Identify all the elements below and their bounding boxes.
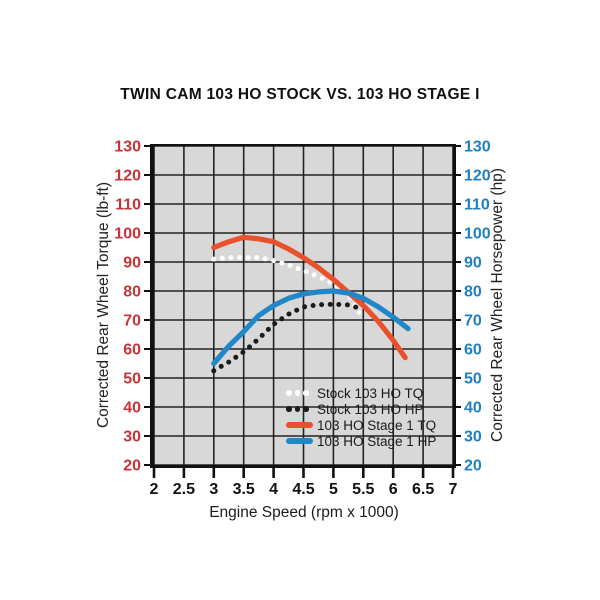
- svg-text:20: 20: [464, 458, 482, 475]
- svg-text:5: 5: [329, 481, 338, 498]
- svg-text:30: 30: [123, 429, 141, 446]
- plot-border: [150, 144, 456, 468]
- svg-text:100: 100: [114, 226, 141, 243]
- svg-text:6: 6: [389, 481, 398, 498]
- curve-stock-103-ho-hp: [211, 301, 359, 374]
- svg-text:50: 50: [123, 371, 141, 388]
- svg-text:120: 120: [464, 168, 491, 185]
- svg-text:7: 7: [449, 481, 458, 498]
- x-axis-title: Engine Speed (rpm x 1000): [209, 504, 399, 521]
- x-tick-labels: 2 2.5 3 3.5 4 4.5 5 5.5 6 6.5 7: [150, 481, 458, 498]
- svg-text:100: 100: [464, 226, 491, 243]
- legend-label-stock-hp: Stock 103 HO HP: [317, 401, 424, 417]
- tick-marks: [144, 145, 461, 478]
- legend-label-stage1-hp: 103 HO Stage 1 HP: [317, 433, 437, 449]
- svg-text:80: 80: [123, 284, 141, 301]
- legend-item-stock-hp: Stock 103 HO HP: [286, 401, 436, 417]
- svg-text:110: 110: [115, 197, 141, 214]
- legend-label-stock-tq: Stock 103 HO TQ: [317, 385, 424, 401]
- svg-text:90: 90: [123, 255, 141, 272]
- right-tick-labels: 20 30 40 50 60 70 80 90 100 110 120 130: [464, 139, 491, 475]
- svg-text:130: 130: [464, 139, 491, 156]
- legend-item-stock-tq: Stock 103 HO TQ: [286, 385, 436, 401]
- legend-item-stage1-hp: 103 HO Stage 1 HP: [286, 433, 436, 449]
- svg-text:40: 40: [123, 400, 141, 417]
- svg-text:40: 40: [464, 400, 482, 417]
- svg-text:80: 80: [464, 284, 482, 301]
- left-tick-labels: 20 30 40 50 60 70 80 90 100 110 120 130: [114, 139, 141, 475]
- svg-text:70: 70: [464, 313, 482, 330]
- stock-hp-dotted-swatch: [286, 406, 317, 412]
- svg-text:60: 60: [123, 342, 141, 359]
- legend-label-stage1-tq: 103 HO Stage 1 TQ: [317, 417, 437, 433]
- svg-text:4.5: 4.5: [292, 481, 314, 498]
- curve-103-ho-stage-1-hp: [211, 288, 411, 367]
- stage1-tq-line-swatch: [286, 422, 317, 428]
- svg-text:20: 20: [123, 458, 141, 475]
- svg-text:60: 60: [464, 342, 482, 359]
- svg-text:4: 4: [269, 481, 278, 498]
- curve-103-ho-stage-1-tq: [211, 234, 408, 361]
- svg-text:5.5: 5.5: [352, 481, 374, 498]
- svg-text:130: 130: [114, 139, 141, 156]
- legend-item-stage1-tq: 103 HO Stage 1 TQ: [286, 417, 436, 433]
- chart-title: TWIN CAM 103 HO STOCK VS. 103 HO STAGE I: [120, 86, 480, 103]
- svg-text:90: 90: [464, 255, 482, 272]
- stage1-hp-line-swatch: [286, 438, 317, 444]
- svg-text:2.5: 2.5: [173, 481, 195, 498]
- curve-stock-103-ho-tq: [211, 255, 362, 315]
- svg-text:3: 3: [209, 481, 218, 498]
- svg-text:3.5: 3.5: [233, 481, 255, 498]
- stock-tq-dotted-swatch: [286, 390, 317, 396]
- svg-text:120: 120: [114, 168, 141, 185]
- svg-text:70: 70: [123, 313, 141, 330]
- legend: Stock 103 HO TQ Stock 103 HO HP 103 HO S…: [286, 385, 436, 449]
- svg-text:50: 50: [464, 371, 482, 388]
- svg-text:30: 30: [464, 429, 482, 446]
- svg-text:6.5: 6.5: [412, 481, 434, 498]
- svg-text:2: 2: [150, 481, 159, 498]
- svg-text:110: 110: [464, 197, 490, 214]
